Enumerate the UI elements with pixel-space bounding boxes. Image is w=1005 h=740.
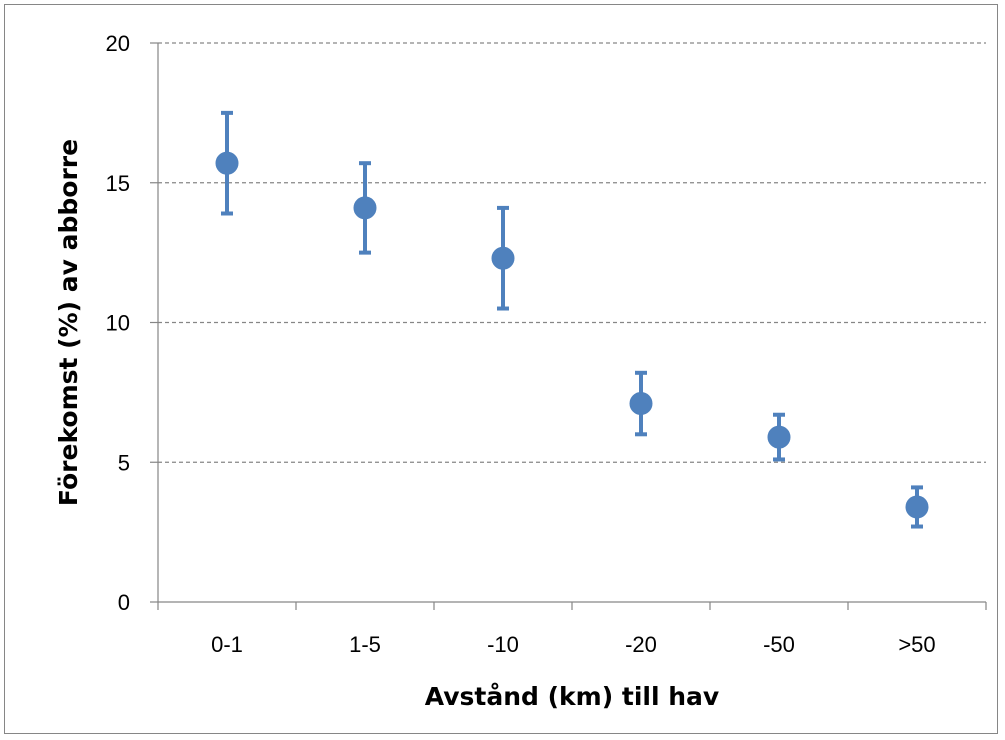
x-tick-label: -50 (763, 632, 795, 657)
x-tick-label: 1-5 (349, 632, 381, 657)
tick-labels: 0 5 10 15 20 0-1 1-5 -10 -20 -50 >50 (106, 31, 936, 657)
data-point-group (215, 110, 239, 216)
x-tick-label: -10 (487, 632, 519, 657)
x-axis-title: Avstånd (km) till hav (425, 682, 719, 711)
data-point (491, 246, 515, 270)
y-axis-title: Förekomst (%) av abborre (54, 139, 83, 506)
axes (150, 42, 987, 610)
y-tick-label: 20 (106, 31, 130, 56)
y-tick-label: 10 (106, 311, 130, 336)
x-tick-label: 0-1 (211, 632, 243, 657)
data-point (767, 425, 791, 449)
y-tick-label: 5 (118, 450, 130, 475)
data-point-group (629, 370, 653, 437)
data-point (905, 495, 929, 519)
y-tick-label: 0 (118, 590, 130, 615)
chart-frame (4, 4, 998, 734)
x-tick-label: -20 (625, 632, 657, 657)
data-point-group (353, 161, 377, 255)
y-tick-label: 15 (106, 171, 130, 196)
data-point-group (767, 412, 791, 462)
data-point-group (491, 205, 515, 311)
data-point (215, 151, 239, 175)
data-series (215, 110, 929, 529)
gridlines (158, 42, 986, 463)
data-point (353, 196, 377, 220)
data-point (629, 392, 653, 416)
data-point-group (905, 485, 929, 529)
x-tick-label: >50 (898, 632, 935, 657)
